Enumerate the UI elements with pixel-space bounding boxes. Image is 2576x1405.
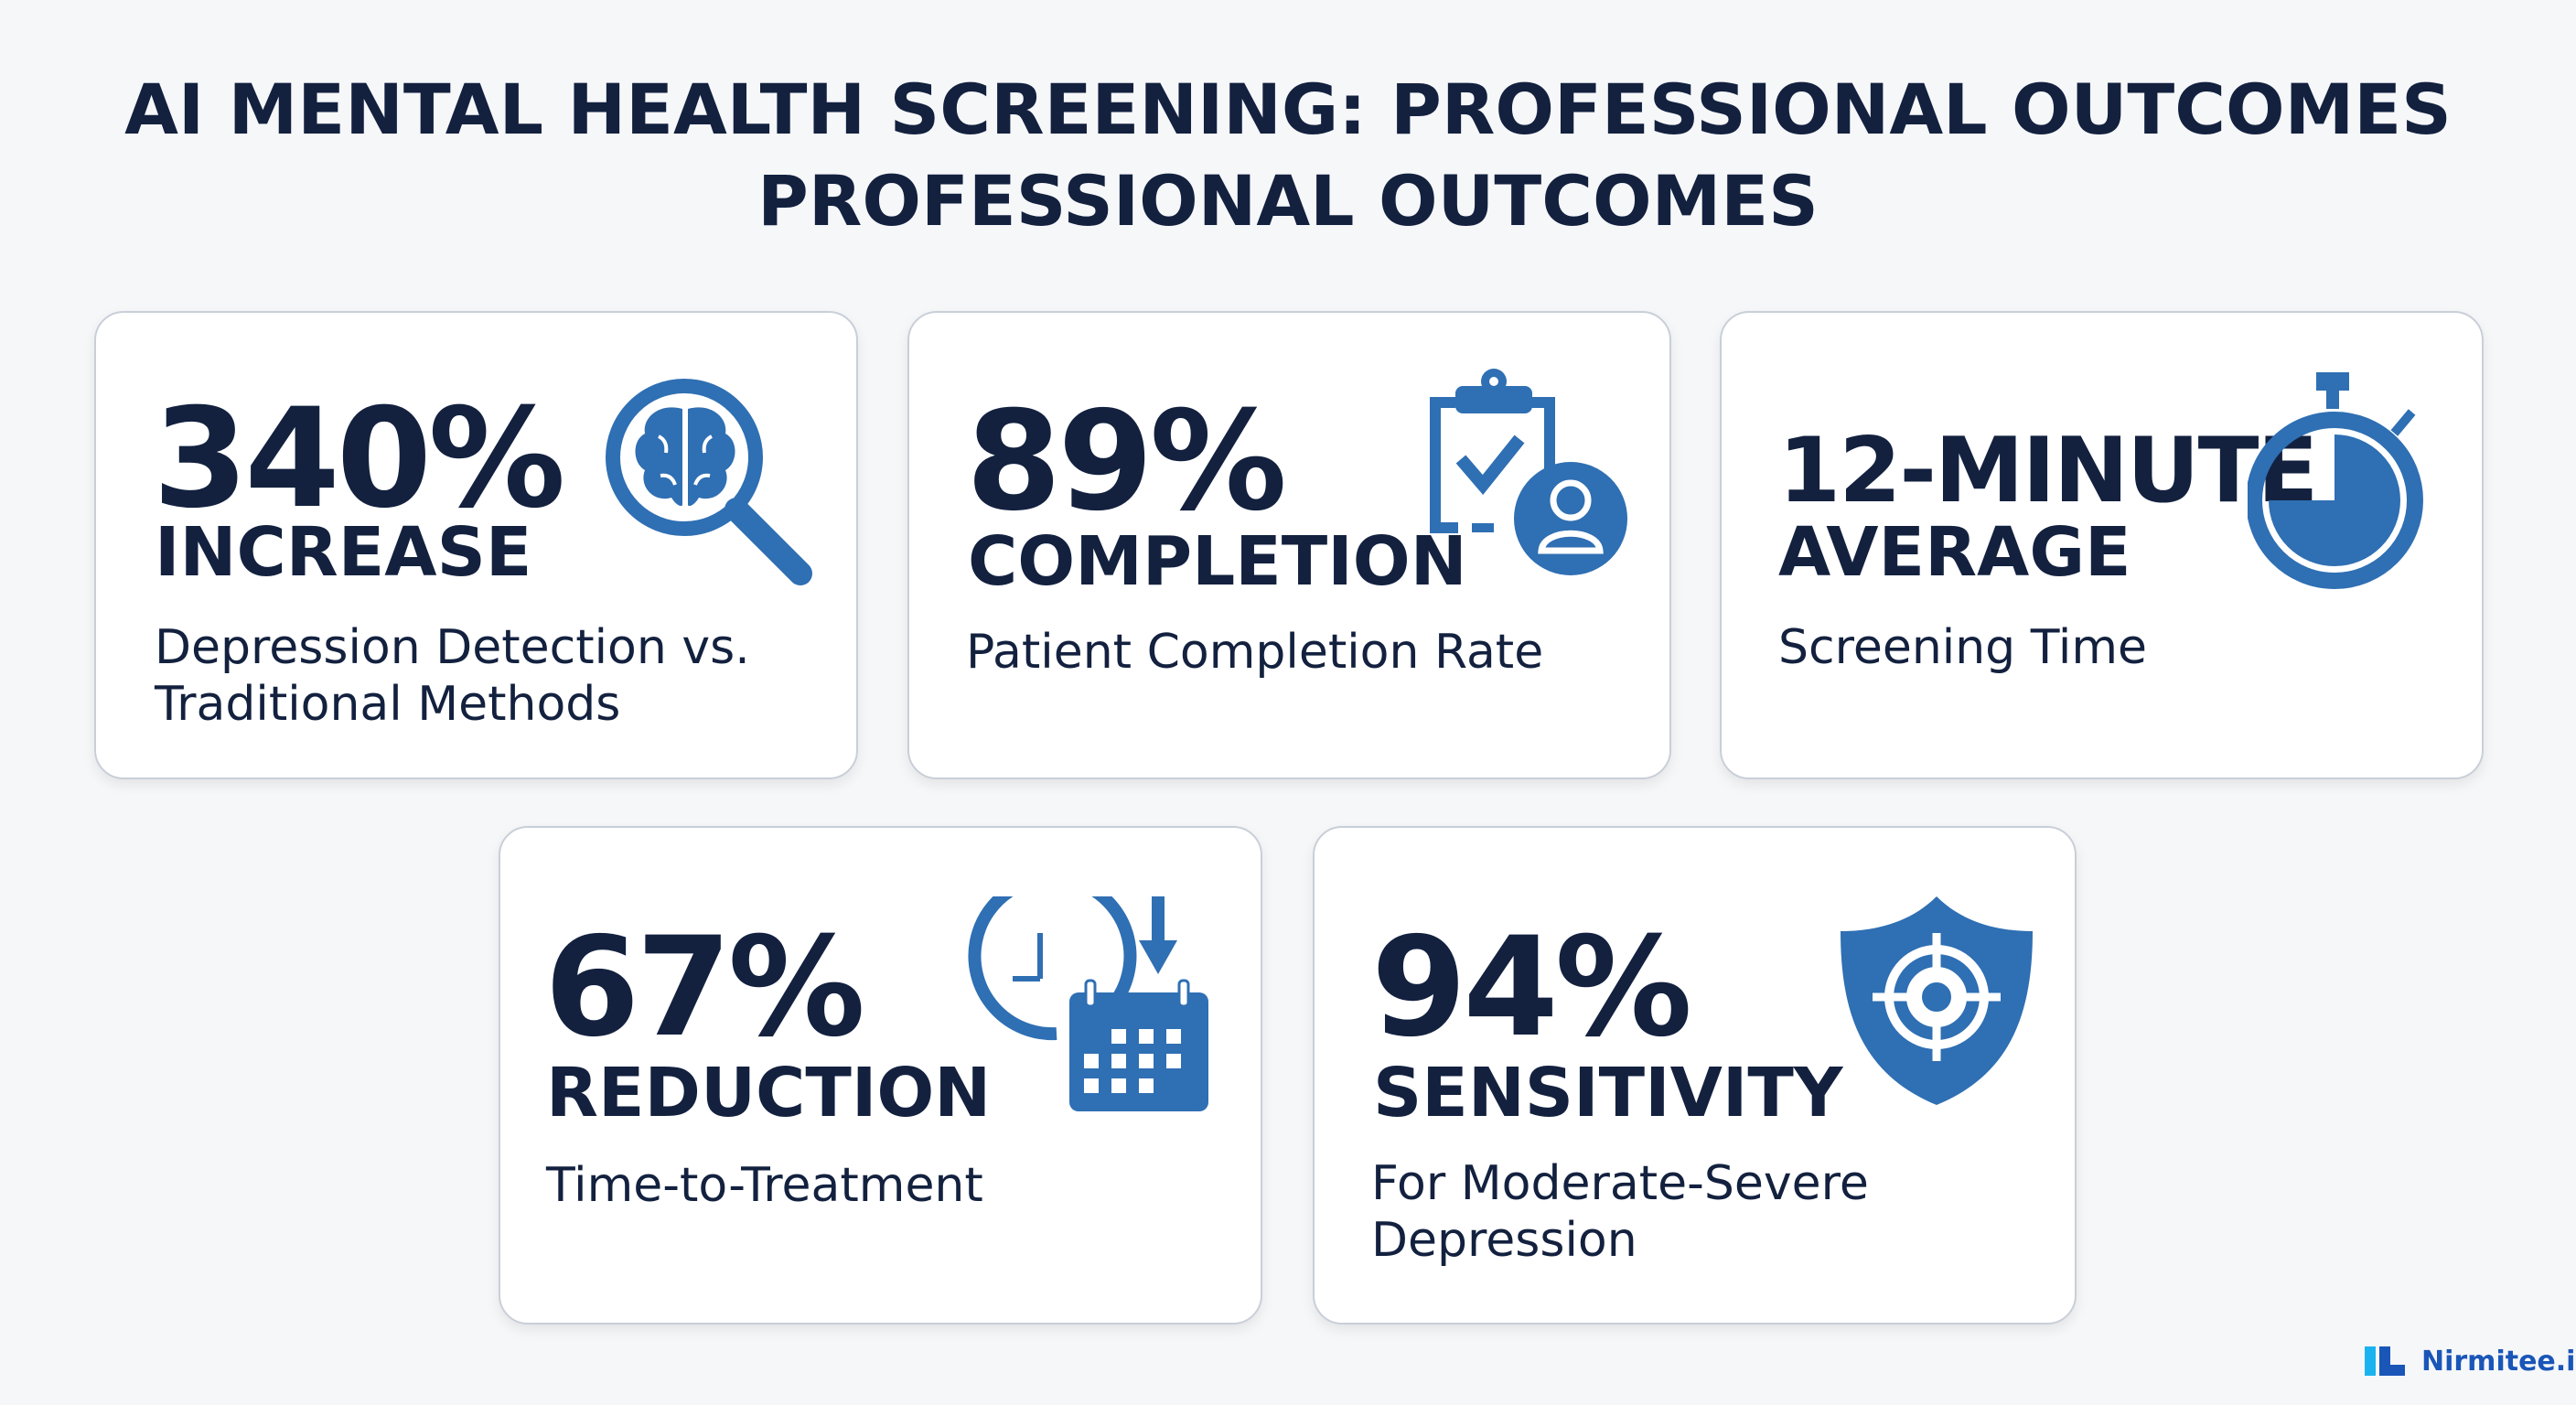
stat-label: AVERAGE	[1778, 513, 2131, 592]
desc-line-2: Depression	[1371, 1213, 1637, 1268]
stat-card-sensitivity: 94% SENSITIVITY For Moderate-Severe Depr…	[1313, 826, 2077, 1325]
stat-value: 340%	[153, 380, 565, 539]
stat-card-time-to-treatment: 67% REDUCTION Time-to-Treatment	[499, 826, 1262, 1325]
stat-value: 12-MINUTE	[1778, 419, 2318, 523]
brain-magnifier-icon	[606, 379, 812, 585]
stat-description: Patient Completion Rate	[966, 625, 1544, 680]
stat-value: 67%	[544, 908, 865, 1067]
stat-description: Time-to-Treatment	[546, 1158, 983, 1213]
stat-label: INCREASE	[155, 513, 532, 592]
stat-description: Depression Detection vs. Traditional Met…	[155, 619, 750, 733]
desc-line-2: Traditional Methods	[155, 677, 621, 732]
stat-card-screening-time: 12-MINUTE AVERAGE Screening Time	[1720, 311, 2484, 779]
title-line-2: PROFESSIONAL OUTCOMES	[757, 160, 1819, 241]
nirmitee-logo-icon	[2365, 1346, 2405, 1376]
stat-value: 89%	[966, 382, 1287, 542]
stat-label: SENSITIVITY	[1373, 1054, 1843, 1132]
stat-label: REDUCTION	[546, 1054, 992, 1132]
brand-logo[interactable]: Nirmitee.io	[2365, 1345, 2576, 1378]
title-line-1: AI MENTAL HEALTH SCREENING: PROFESSIONAL…	[124, 69, 2452, 150]
clipboard-check-user-icon	[1430, 369, 1627, 575]
stat-description: Screening Time	[1778, 620, 2147, 675]
stat-value: 94%	[1371, 908, 1692, 1067]
clock-calendar-icon	[968, 896, 1208, 1111]
stopwatch-icon	[2248, 372, 2423, 589]
stat-card-completion: 89% COMPLETION Patient Completion Rate	[907, 311, 1671, 779]
brand-name: Nirmitee.io	[2421, 1345, 2576, 1378]
stat-label: COMPLETION	[968, 522, 1467, 601]
stat-description: For Moderate-Severe Depression	[1371, 1155, 1869, 1269]
page-title: AI MENTAL HEALTH SCREENING: PROFESSIONAL…	[0, 64, 2576, 247]
desc-line-1: Depression Detection vs.	[155, 620, 750, 675]
shield-target-icon	[1841, 896, 2033, 1105]
stat-card-detection: 340% INCREASE Depression Detection vs. T…	[94, 311, 858, 779]
desc-line-1: For Moderate-Severe	[1371, 1156, 1869, 1211]
